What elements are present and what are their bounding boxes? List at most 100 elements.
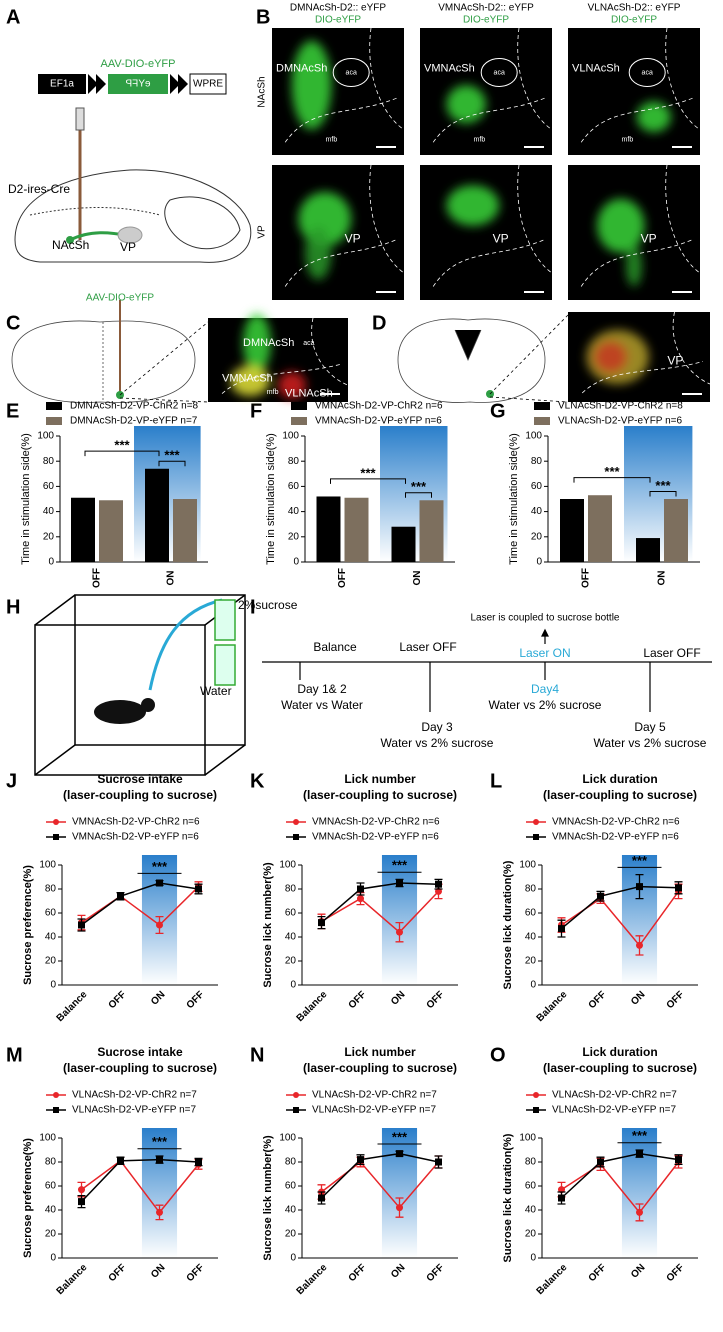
- label: VMNAcSh: [222, 372, 273, 384]
- bar: [560, 499, 584, 562]
- label: Water: [200, 684, 232, 698]
- label: WPRE: [193, 79, 223, 90]
- y-tick-label: 40: [525, 1205, 537, 1216]
- micrograph: [420, 165, 552, 300]
- atlas-outline: [517, 164, 553, 274]
- point: [156, 1208, 163, 1216]
- y-tick-label: 60: [285, 1181, 297, 1192]
- label: VP: [641, 231, 657, 245]
- label: DMNAcSh: [276, 63, 327, 75]
- aca-outline: [628, 57, 666, 87]
- point: [318, 919, 325, 927]
- chart-title: Lick duration: [582, 772, 657, 786]
- label: VP: [667, 354, 683, 368]
- y-tick-label: 20: [525, 956, 537, 967]
- significance: ***: [152, 859, 168, 874]
- atlas-outline: [284, 97, 398, 143]
- y-tick-label: 60: [285, 908, 297, 919]
- x-tick-label: OFF: [185, 989, 207, 1011]
- chart-title: Lick number: [344, 1045, 416, 1059]
- x-tick-label: ON: [149, 989, 167, 1007]
- point: [675, 1156, 682, 1164]
- point: [195, 1158, 202, 1166]
- legend-swatch: [534, 417, 550, 425]
- point: [435, 1158, 442, 1166]
- fluorescence: [230, 313, 306, 399]
- x-tick-label: OFF: [665, 989, 687, 1011]
- significance: ***: [655, 478, 671, 493]
- y-tick-label: 80: [531, 456, 543, 467]
- y-tick-label: 60: [45, 1181, 57, 1192]
- label: Water vs 2% sucrose: [489, 698, 602, 712]
- point: [78, 1186, 85, 1194]
- legend-label: VLNAcSh-D2-VP-eYFP n=6: [558, 416, 682, 427]
- micrograph: [208, 318, 348, 402]
- y-axis-label: Sucrose preference(%): [22, 1138, 34, 1258]
- significance: ***: [604, 464, 620, 479]
- legend-marker: [533, 834, 539, 840]
- y-tick-label: 100: [39, 860, 56, 871]
- significance-bracket: [330, 478, 406, 484]
- y-tick-label: 20: [43, 531, 55, 542]
- label: DIO-eYFP: [611, 15, 657, 26]
- y-tick-label: 20: [288, 531, 300, 542]
- micrograph: [568, 28, 700, 155]
- x-tick-label: OFF: [587, 1262, 609, 1284]
- panel-letter: F: [250, 400, 262, 422]
- legend-marker: [53, 1092, 59, 1098]
- legend-marker: [533, 1107, 539, 1113]
- significance: ***: [164, 448, 180, 463]
- x-tick-label: Balance: [295, 1262, 330, 1297]
- significance: ***: [152, 1134, 168, 1149]
- y-tick-label: 20: [285, 956, 297, 967]
- legend-label: VMNAcSh-D2-VP-eYFP n=6: [315, 416, 442, 427]
- y-tick-label: 80: [43, 456, 55, 467]
- series-line: [80, 1158, 199, 1203]
- label: VMNAcSh-D2:: eYFP: [438, 3, 534, 14]
- y-tick-label: 0: [50, 1253, 56, 1264]
- x-tick-label: OFF: [337, 568, 348, 588]
- signal: [593, 340, 628, 374]
- label: VLNAcSh-D2:: eYFP: [588, 3, 681, 14]
- legend-marker: [293, 834, 299, 840]
- y-tick-label: 0: [48, 557, 54, 568]
- chart-title: Sucrose intake: [97, 772, 183, 786]
- point: [117, 892, 124, 900]
- label: 2%sucrose: [238, 598, 298, 612]
- y-tick-label: 100: [282, 431, 299, 442]
- y-tick-label: 60: [525, 908, 537, 919]
- y-axis-label: Sucrose lick duration(%): [502, 1133, 514, 1262]
- legend-label: VMNAcSh-D2-VP-ChR2 n=6: [72, 817, 200, 828]
- label: mfb: [474, 137, 486, 144]
- label: Water vs 2% sucrose: [594, 736, 707, 750]
- chart-title: Lick number: [344, 772, 416, 786]
- y-tick-label: 80: [525, 884, 537, 895]
- y-tick-label: 80: [285, 1157, 297, 1168]
- chart-subtitle: (laser-coupling to sucrose): [543, 1061, 697, 1075]
- bar: [344, 497, 369, 562]
- point: [357, 885, 364, 893]
- y-tick-label: 60: [288, 481, 300, 492]
- bar: [419, 500, 444, 562]
- y-tick-label: 100: [519, 1133, 536, 1144]
- micrograph: [420, 28, 552, 155]
- y-tick-label: 0: [536, 557, 542, 568]
- y-axis-label: Time in stimulation side(%): [508, 433, 520, 565]
- legend-swatch: [291, 402, 307, 410]
- laser-on-region: [141, 1128, 178, 1258]
- bar: [145, 468, 169, 562]
- construct: [38, 73, 227, 95]
- point: [396, 1150, 403, 1158]
- legend-label: DMNAcSh-D2-VP-eYFP n=7: [70, 416, 198, 427]
- label: VLNAcSh: [285, 388, 333, 400]
- y-tick-label: 0: [530, 980, 536, 991]
- bar: [588, 495, 612, 562]
- panel-letter: I: [250, 596, 256, 618]
- significance: ***: [392, 1129, 408, 1144]
- label: NAcSh: [257, 76, 268, 107]
- panel-letter: N: [250, 1044, 264, 1066]
- label: VLNAcSh: [572, 63, 620, 75]
- fluorescence: [586, 330, 649, 384]
- y-tick-label: 60: [43, 481, 55, 492]
- label: mfb: [326, 137, 338, 144]
